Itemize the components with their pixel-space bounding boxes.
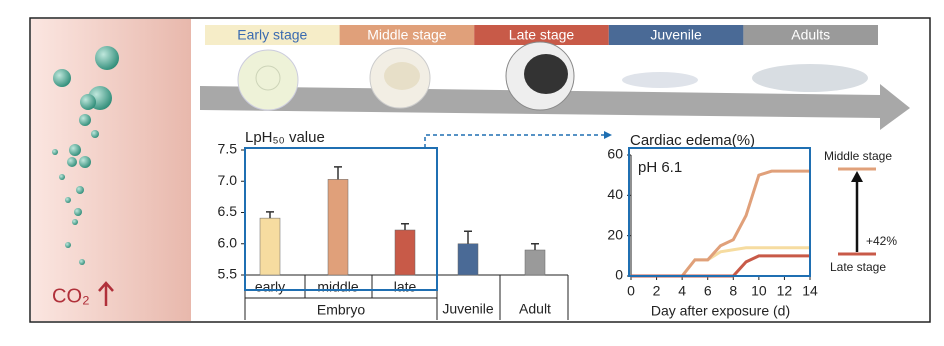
- annotation: pH 6.1: [638, 159, 682, 176]
- x-tick-label: 6: [704, 283, 712, 299]
- stage-box: [205, 25, 340, 45]
- co2-label: CO₂: [52, 285, 90, 307]
- stage-label: Late stage: [509, 27, 575, 43]
- x-tick-label: middle: [317, 279, 358, 295]
- bar: [524, 249, 546, 276]
- bar: [259, 217, 281, 276]
- x-tick-label: 2: [653, 283, 661, 299]
- stage-box: [608, 25, 744, 45]
- y-tick-label: 7.0: [218, 172, 238, 188]
- annotation: Late stage: [830, 260, 886, 274]
- x-tick-label: Adult: [519, 301, 551, 317]
- y-tick-label: 20: [607, 226, 623, 242]
- y-tick-label: 6.0: [218, 234, 238, 250]
- chart-title: LpH₅₀ value: [245, 129, 325, 146]
- y-tick-label: 40: [607, 186, 623, 202]
- error-bar: [464, 230, 472, 244]
- bar: [327, 179, 349, 276]
- stage-box: [474, 25, 609, 45]
- stage-label: Juvenile: [650, 27, 702, 43]
- group-label: Embryo: [317, 302, 365, 318]
- line-series: [631, 254, 810, 278]
- x-axis-label: Day after exposure (d): [651, 303, 790, 319]
- frame: [29, 17, 931, 323]
- co2-panel: [31, 19, 191, 321]
- annotation: +42%: [866, 234, 897, 248]
- x-tick-label: Juvenile: [442, 301, 494, 317]
- error-bar: [334, 166, 342, 180]
- y-tick-label: 6.5: [218, 203, 238, 219]
- y-tick-label: 60: [607, 146, 623, 162]
- stage-box: [743, 25, 878, 45]
- change-arrow-head: [851, 171, 863, 182]
- bubbles: [52, 46, 119, 265]
- link-arrow: [424, 134, 604, 148]
- y-tick-label: 0: [615, 267, 623, 283]
- stage-box: [339, 25, 475, 45]
- x-tick-label: early: [255, 279, 285, 295]
- annotation: Middle stage: [824, 149, 892, 163]
- x-tick-label: 14: [802, 283, 818, 299]
- highlight-box: [244, 147, 438, 291]
- x-tick-label: late: [394, 279, 417, 295]
- stage-bar: Early stage Middle stage Late stage Juvenil…: [205, 25, 878, 45]
- y-tick-label: 5.5: [218, 266, 238, 282]
- link-arrow-head: [604, 131, 612, 139]
- error-bar: [531, 243, 539, 250]
- y-tick-label: 7.5: [218, 141, 238, 157]
- error-bar: [266, 211, 274, 219]
- highlight-box: [628, 147, 811, 277]
- x-tick-label: 12: [777, 283, 793, 299]
- stage-label: Adults: [791, 27, 830, 43]
- stage-label: Early stage: [237, 27, 307, 43]
- bar-chart: LpH₅₀ value 5.5 6.0 6.5 7.0 7.5 early middle lat…: [218, 129, 569, 320]
- x-tick-label: 10: [751, 283, 767, 299]
- x-tick-label: 8: [729, 283, 737, 299]
- x-tick-label: 0: [627, 283, 635, 299]
- chart-title: Cardiac edema(%): [630, 132, 755, 149]
- error-bar: [401, 223, 409, 230]
- x-tick-label: 4: [678, 283, 686, 299]
- co2-arrow: [98, 281, 114, 306]
- line-series: [631, 246, 810, 278]
- line-series: [631, 169, 810, 278]
- line-chart: Cardiac edema(%) 0 20 40 60 0 2 4 6 8 10 12 14 Day af…: [607, 132, 897, 319]
- bar: [394, 229, 416, 276]
- bar: [457, 243, 479, 276]
- embryo-images: [237, 41, 868, 111]
- stage-label: Middle stage: [367, 27, 447, 43]
